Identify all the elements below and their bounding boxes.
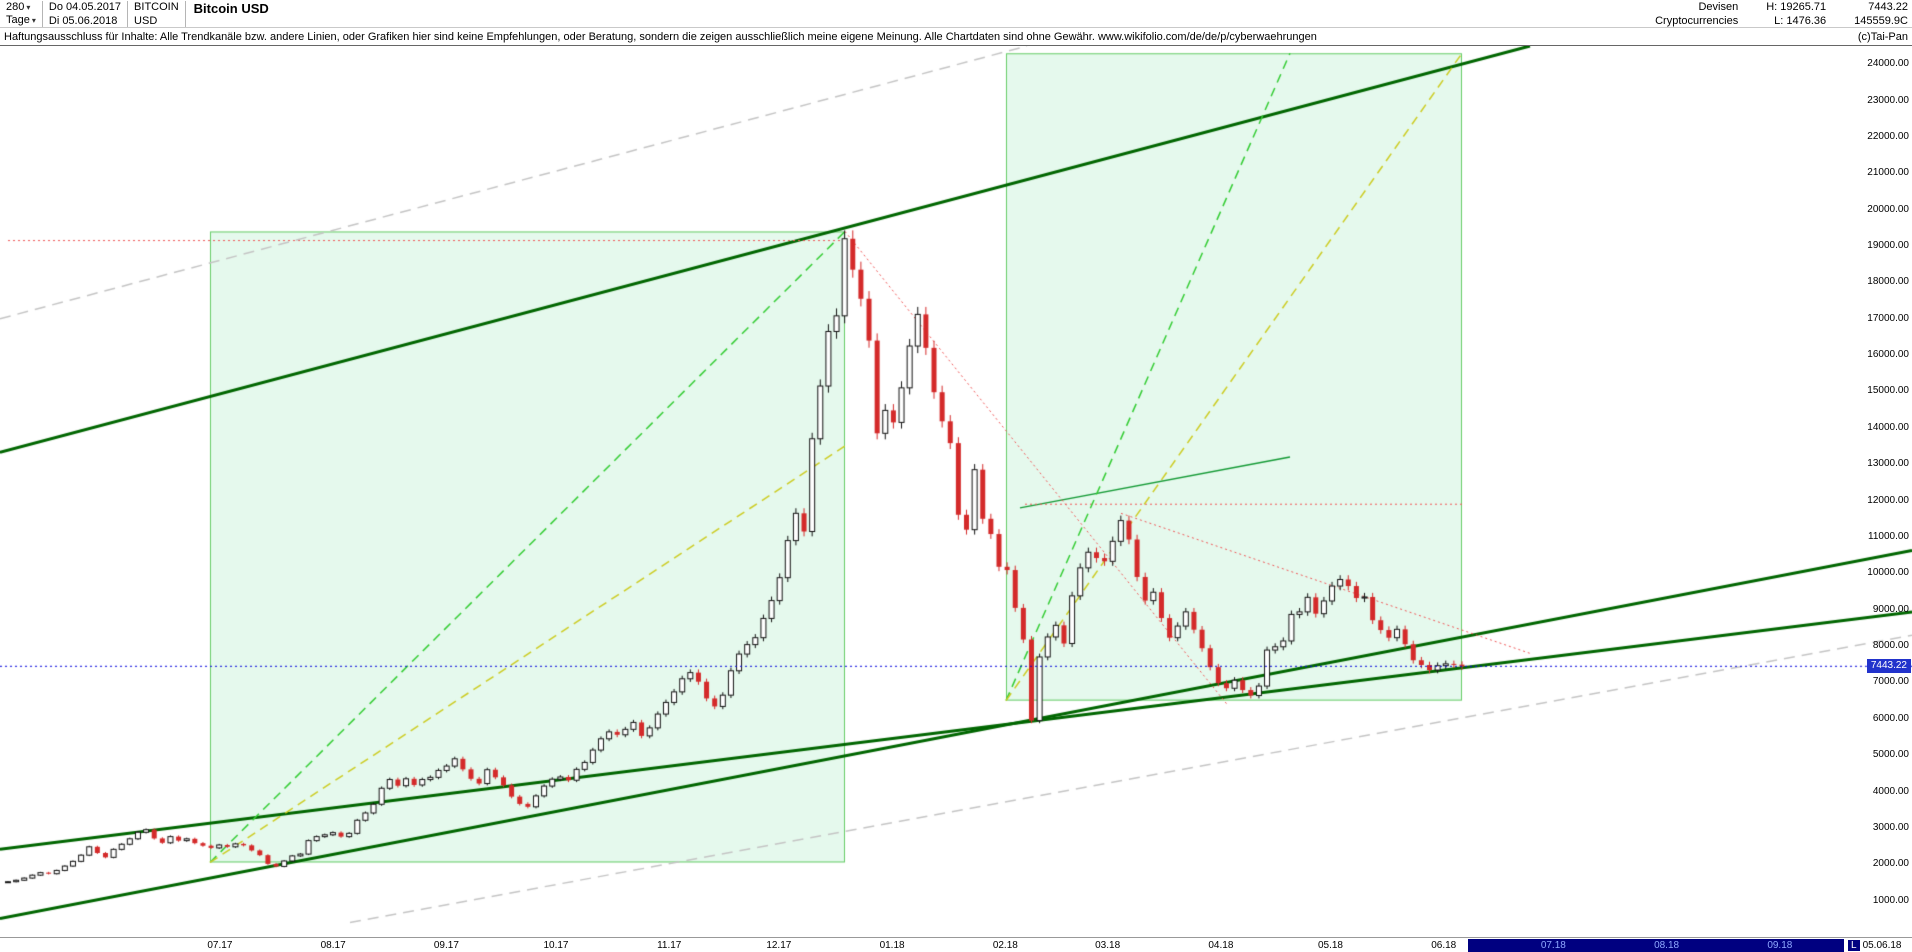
y-axis-label: 8000.00 (1872, 640, 1909, 652)
period-value: Tage (6, 14, 30, 26)
candlestick-chart-canvas[interactable] (0, 46, 1912, 937)
x-axis-label: 08.18 (1654, 940, 1680, 951)
y-axis-label: 14000.00 (1867, 421, 1909, 433)
chevron-down-icon: ▾ (26, 3, 31, 12)
y-axis-label: 23000.00 (1867, 94, 1909, 106)
last-price-tag: 7443.22 (1866, 659, 1911, 674)
y-axis-label: 10000.00 (1867, 567, 1909, 579)
date-to-field[interactable]: Di 05.06.2018 (48, 15, 118, 27)
y-axis-label: 16000.00 (1867, 349, 1909, 361)
period-select[interactable]: Tage ▾ (6, 14, 36, 27)
market-category-column: Devisen Cryptocurrencies (1655, 1, 1738, 27)
last-price-value: 7443.22 (1868, 1, 1908, 13)
y-axis-label: 3000.00 (1872, 821, 1909, 833)
y-axis-label: 6000.00 (1872, 712, 1909, 724)
x-axis-label: 10.17 (543, 940, 569, 951)
x-axis-label: 12.17 (766, 940, 792, 951)
y-axis-label: 2000.00 (1872, 858, 1909, 870)
last-date-group: L 05.06.18 (1848, 939, 1902, 952)
high-value: H: 19265.71 (1766, 1, 1827, 13)
y-axis-label: 7000.00 (1872, 676, 1909, 688)
x-axis-label: 05.18 (1317, 940, 1343, 951)
date-from-field[interactable]: Do 04.05.2017 (48, 1, 122, 13)
market-category: Devisen (1698, 1, 1739, 13)
x-axis-label: 06.18 (1431, 940, 1457, 951)
chart-area: 1000.00 2000.00 3000.00 4000.00 5000.00 6000.… (0, 46, 1912, 952)
y-axis-label: 15000.00 (1867, 385, 1909, 397)
volume-value: 145559.9C (1854, 15, 1908, 27)
currency-label: USD (134, 15, 158, 27)
future-period-highlight (1468, 939, 1844, 952)
symbol-label: BITCOIN (134, 1, 179, 13)
y-axis-label: 5000.00 (1872, 749, 1909, 761)
x-axis-label: 02.18 (992, 940, 1018, 951)
y-axis-label: 24000.00 (1867, 58, 1909, 70)
last-bar-marker: L (1848, 940, 1860, 951)
price-volume-column: 7443.22 145559.9C (1854, 1, 1908, 27)
y-axis-label: 1000.00 (1872, 894, 1909, 906)
x-axis-label: 07.17 (207, 940, 233, 951)
symbol-cell: BITCOIN USD (128, 1, 186, 27)
chevron-down-icon: ▾ (31, 16, 36, 25)
x-axis-label: 04.18 (1208, 940, 1234, 951)
y-axis-label: 4000.00 (1872, 785, 1909, 797)
y-axis-label: 22000.00 (1867, 130, 1909, 142)
copyright-label: (c)Tai-Pan (1857, 30, 1908, 43)
y-axis-label: 11000.00 (1868, 530, 1909, 542)
x-axis-label: 09.17 (433, 940, 459, 951)
header-right: Devisen Cryptocurrencies H: 19265.71 L: … (1655, 1, 1908, 27)
low-value: L: 1476.36 (1774, 15, 1827, 27)
last-date-label: 05.06.18 (1862, 940, 1902, 951)
chart-title: Bitcoin USD (193, 1, 269, 16)
date-range-cell: Do 04.05.2017 Di 05.06.2018 (43, 1, 129, 27)
y-axis-label: 17000.00 (1867, 312, 1909, 324)
y-axis-label: 13000.00 (1867, 458, 1909, 470)
bars-count-select[interactable]: 280 ▾ (6, 1, 36, 14)
x-axis-label: 07.18 (1540, 940, 1566, 951)
x-axis-label: 11.17 (657, 940, 682, 951)
x-axis-strip: 07.17 08.17 09.17 10.17 11.17 12.17 01.18 02.18… (0, 937, 1912, 952)
y-axis-label: 12000.00 (1867, 494, 1909, 506)
y-axis-label: 9000.00 (1872, 603, 1909, 615)
high-low-column: H: 19265.71 L: 1476.36 (1766, 1, 1826, 27)
disclaimer-text: Haftungsausschluss für Inhalte: Alle Tre… (4, 30, 1317, 43)
y-axis-label: 20000.00 (1867, 203, 1909, 215)
x-axis-label: 09.18 (1767, 940, 1793, 951)
period-settings-cell: 280 ▾ Tage ▾ (4, 1, 43, 27)
market-subcategory: Cryptocurrencies (1655, 15, 1739, 27)
x-axis-label: 01.18 (879, 940, 905, 951)
bars-count-value: 280 (6, 1, 25, 13)
x-axis-label: 08.17 (320, 940, 346, 951)
header: 280 ▾ Tage ▾ Do 04.05.2017 Di 05.06.2018 B… (0, 0, 1912, 28)
disclaimer-bar: Haftungsausschluss für Inhalte: Alle Tre… (0, 28, 1912, 46)
y-axis-label: 18000.00 (1867, 276, 1909, 288)
x-axis-label: 03.18 (1095, 940, 1121, 951)
y-axis-label: 19000.00 (1867, 240, 1909, 252)
y-axis-label: 21000.00 (1867, 167, 1909, 179)
